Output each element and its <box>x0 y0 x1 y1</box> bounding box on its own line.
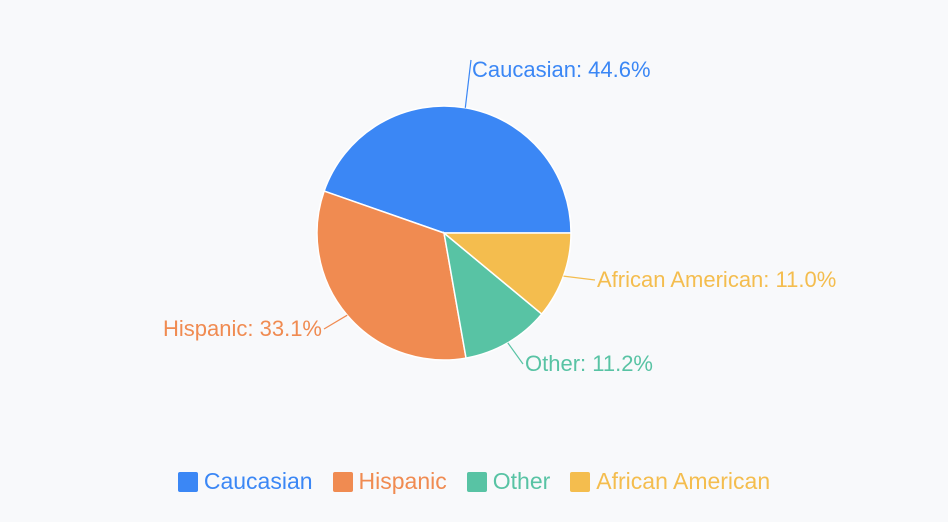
legend-label: Caucasian <box>203 468 313 494</box>
label-leader-lines <box>323 59 596 365</box>
chart-legend: Caucasian Hispanic Other African America… <box>0 468 948 495</box>
leader-line <box>563 275 596 281</box>
legend-swatch <box>332 471 353 492</box>
slice-label: African American: 11.0% <box>597 267 836 292</box>
slice-label: Other: 11.2% <box>525 351 653 376</box>
leader-line <box>464 59 472 108</box>
legend-label: Hispanic <box>358 468 447 494</box>
legend-swatch <box>466 471 487 492</box>
pie-chart: Caucasian: 44.6% Hispanic: 33.1% Other: 11… <box>163 57 836 376</box>
legend-label: African American <box>596 468 771 494</box>
legend-item-hispanic[interactable]: Hispanic <box>332 468 447 495</box>
leader-line <box>507 342 524 365</box>
legend-label: Other <box>492 468 551 494</box>
leader-line <box>323 314 348 330</box>
pie-slices <box>316 105 572 361</box>
slice-labels: Caucasian: 44.6% Hispanic: 33.1% Other: 11… <box>163 57 836 376</box>
legend-item-other[interactable]: Other <box>466 468 551 495</box>
pie-slice-hispanic[interactable] <box>316 190 467 361</box>
slice-label: Caucasian: 44.6% <box>472 57 651 82</box>
legend-item-african-american[interactable]: African American <box>570 468 770 495</box>
legend-item-caucasian[interactable]: Caucasian <box>177 468 313 495</box>
legend-swatch <box>177 471 198 492</box>
pie-slice-african-american[interactable] <box>441 232 572 316</box>
slice-label: Hispanic: 33.1% <box>163 316 322 341</box>
legend-swatch <box>570 471 591 492</box>
